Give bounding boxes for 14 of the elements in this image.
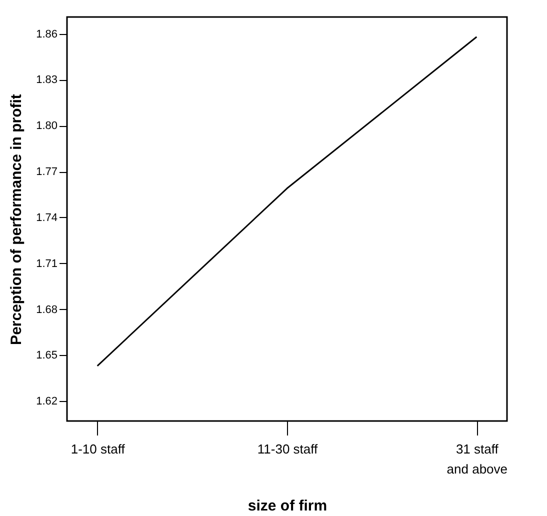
- y-tick-label: 1.77: [36, 166, 58, 178]
- y-tick-label: 1.68: [36, 304, 58, 316]
- y-tick-label: 1.65: [36, 350, 58, 362]
- y-tick-label: 1.71: [36, 258, 58, 270]
- y-axis-title: Perception of performance in profit: [8, 94, 26, 345]
- x-tick-label: 1-10 staff: [70, 442, 126, 456]
- x-axis-title: size of firm: [248, 498, 328, 514]
- x-tick-label: 31 staff and above: [446, 442, 508, 476]
- y-tick-label: 1.62: [36, 396, 58, 408]
- y-tick-label: 1.74: [36, 212, 58, 224]
- y-tick-label: 1.86: [36, 28, 58, 40]
- y-tick-label: 1.80: [36, 120, 58, 132]
- x-tick-label: 11-30 staff: [257, 442, 318, 456]
- y-tick-label: 1.83: [36, 74, 58, 86]
